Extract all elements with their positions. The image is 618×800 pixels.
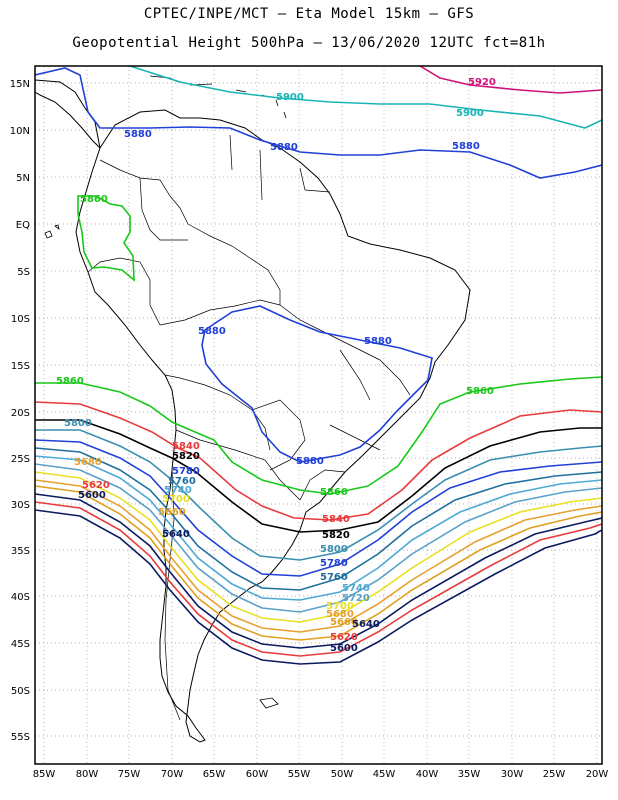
label-5840-b: 5840 — [322, 514, 350, 525]
label-5680-a: 5680 — [74, 457, 102, 468]
contour-5860-north — [77, 195, 135, 282]
lat-tick: EQ — [16, 220, 30, 231]
contour-5820 — [35, 419, 602, 533]
lon-tick: 70W — [161, 769, 184, 780]
label-5820-b: 5820 — [322, 530, 350, 541]
lon-tick: 55W — [288, 769, 311, 780]
label-5900-a: 5900 — [276, 92, 304, 103]
lat-tick: 10N — [10, 126, 30, 137]
lon-tick: 20W — [586, 769, 609, 780]
label-5600-b: 5600 — [330, 643, 358, 654]
label-5880-c: 5880 — [452, 141, 480, 152]
label-5860-b: 5860 — [56, 376, 84, 387]
label-5860-d: 5860 — [320, 487, 348, 498]
contour-5900-north — [129, 66, 602, 129]
country-borders — [87, 134, 411, 721]
label-5660-a: 5660 — [158, 507, 186, 518]
longitude-axis: 85W 80W 75W 70W 65W 60W 55W 50W 45W 40W … — [33, 769, 609, 780]
falkland-islands — [259, 697, 279, 709]
lat-tick: 55S — [11, 732, 30, 743]
label-5760-b: 5760 — [320, 572, 348, 583]
lon-tick: 60W — [246, 769, 269, 780]
label-5740-a: 5740 — [164, 485, 192, 496]
lat-tick: 15S — [11, 361, 30, 372]
label-5880-a: 5880 — [124, 129, 152, 140]
label-5660-b: 5660 — [330, 617, 358, 628]
lat-tick: 5S — [17, 267, 30, 278]
label-5620-b: 5620 — [330, 632, 358, 643]
contour-5640 — [35, 493, 602, 649]
central-america-coastline — [35, 79, 101, 149]
label-5820-a: 5820 — [172, 451, 200, 462]
label-5720-b: 5720 — [342, 593, 370, 604]
label-5860-c: 5860 — [466, 386, 494, 397]
lon-tick: 50W — [331, 769, 354, 780]
label-5640-b: 5640 — [352, 619, 380, 630]
lon-tick: 30W — [501, 769, 524, 780]
contour-5720 — [35, 463, 602, 613]
label-5700-b: 5700 — [326, 601, 354, 612]
label-5880-f: 5880 — [296, 456, 324, 467]
lat-tick: 15N — [10, 79, 30, 90]
graticule — [35, 66, 602, 764]
label-5880-b: 5880 — [270, 142, 298, 153]
south-america-coastline — [75, 109, 471, 743]
lat-tick: 30S — [11, 500, 30, 511]
lat-tick: 25S — [11, 454, 30, 465]
contour-5700 — [35, 471, 602, 623]
lat-tick: 10S — [11, 314, 30, 325]
lon-tick: 35W — [458, 769, 481, 780]
contour-5660 — [35, 485, 602, 641]
contour-5780 — [35, 439, 602, 577]
label-5840-a: 5840 — [172, 441, 200, 452]
contour-5860-south — [35, 376, 602, 495]
lat-tick: 20S — [11, 408, 30, 419]
contour-5800 — [35, 429, 602, 561]
label-5760-a: 5760 — [168, 476, 196, 487]
contour-5880-south — [201, 305, 433, 463]
lon-tick: 75W — [118, 769, 141, 780]
lat-tick: 45S — [11, 639, 30, 650]
label-5880-e: 5880 — [364, 336, 392, 347]
contour-5680 — [35, 479, 602, 633]
label-5900-b: 5900 — [456, 108, 484, 119]
lon-tick: 45W — [373, 769, 396, 780]
lat-tick: 35S — [11, 546, 30, 557]
label-5880-d: 5880 — [198, 326, 226, 337]
label-5600-a: 5600 — [78, 490, 106, 501]
title-line-1: CPTEC/INPE/MCT – Eta Model 15km – GFS — [143, 6, 475, 22]
label-5620-a: 5620 — [82, 480, 110, 491]
lat-tick: 40S — [11, 592, 30, 603]
lat-tick: 5N — [16, 173, 30, 184]
label-5780-b: 5780 — [320, 558, 348, 569]
label-5740-b: 5740 — [342, 583, 370, 594]
contour-5620 — [35, 501, 602, 657]
lat-tick: 50S — [11, 686, 30, 697]
lon-tick: 85W — [33, 769, 56, 780]
label-5780-a: 5780 — [172, 466, 200, 477]
contour-5740 — [35, 455, 602, 601]
label-5800-b: 5800 — [320, 544, 348, 555]
lon-tick: 80W — [76, 769, 99, 780]
label-5800-a: 5800 — [64, 418, 92, 429]
label-5680-b: 5680 — [326, 609, 354, 620]
label-5640-a: 5640 — [162, 529, 190, 540]
latitude-axis: 15N 10N 5N EQ 5S 10S 15S 20S 25S 30S 35S… — [10, 79, 30, 743]
contour-5880-north — [35, 67, 602, 179]
title-line-2: Geopotential Height 500hPa – 13/06/2020 … — [72, 35, 546, 51]
label-5860-a: 5860 — [80, 194, 108, 205]
contour-5600 — [35, 509, 602, 665]
label-5920: 5920 — [468, 77, 496, 88]
contour-5920 — [419, 66, 602, 94]
map-frame — [34, 65, 603, 765]
galapagos-islands — [44, 224, 60, 239]
contour-5760 — [35, 447, 602, 591]
lon-tick: 65W — [203, 769, 226, 780]
map-background — [35, 66, 602, 764]
lon-tick: 25W — [543, 769, 566, 780]
contour-5840 — [35, 401, 602, 521]
label-5700-a: 5700 — [162, 494, 190, 505]
lon-tick: 40W — [416, 769, 439, 780]
